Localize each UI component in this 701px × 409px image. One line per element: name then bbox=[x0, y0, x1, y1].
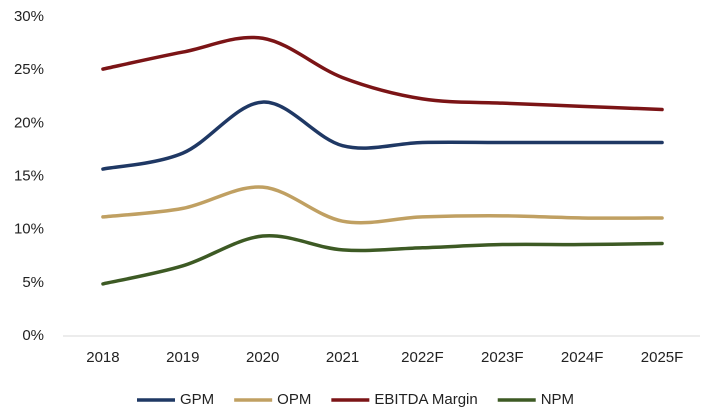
y-tick-label: 25% bbox=[14, 61, 44, 78]
y-tick-label: 30% bbox=[14, 8, 44, 25]
series-line bbox=[101, 185, 664, 225]
series-line bbox=[101, 233, 664, 286]
x-tick-label: 2020 bbox=[246, 349, 279, 366]
series-line bbox=[101, 100, 664, 171]
x-tick-label: 2024F bbox=[561, 349, 604, 366]
y-tick-label: 5% bbox=[22, 274, 44, 291]
x-tick-label: 2018 bbox=[86, 349, 119, 366]
x-tick-label: 2023F bbox=[481, 349, 524, 366]
x-tick-label: 2019 bbox=[166, 349, 199, 366]
y-tick-label: 15% bbox=[14, 167, 44, 184]
y-tick-label: 0% bbox=[22, 327, 44, 344]
legend-label: OPM bbox=[277, 391, 311, 408]
x-tick-label: 2022F bbox=[401, 349, 444, 366]
legend-label: NPM bbox=[541, 391, 574, 408]
legend-label: GPM bbox=[180, 391, 214, 408]
legend-label: EBITDA Margin bbox=[374, 391, 477, 408]
series-line bbox=[101, 35, 664, 112]
x-tick-label: 2025F bbox=[641, 349, 684, 366]
y-tick-label: 20% bbox=[14, 114, 44, 131]
x-tick-label: 2021 bbox=[326, 349, 359, 366]
y-tick-label: 10% bbox=[14, 221, 44, 238]
